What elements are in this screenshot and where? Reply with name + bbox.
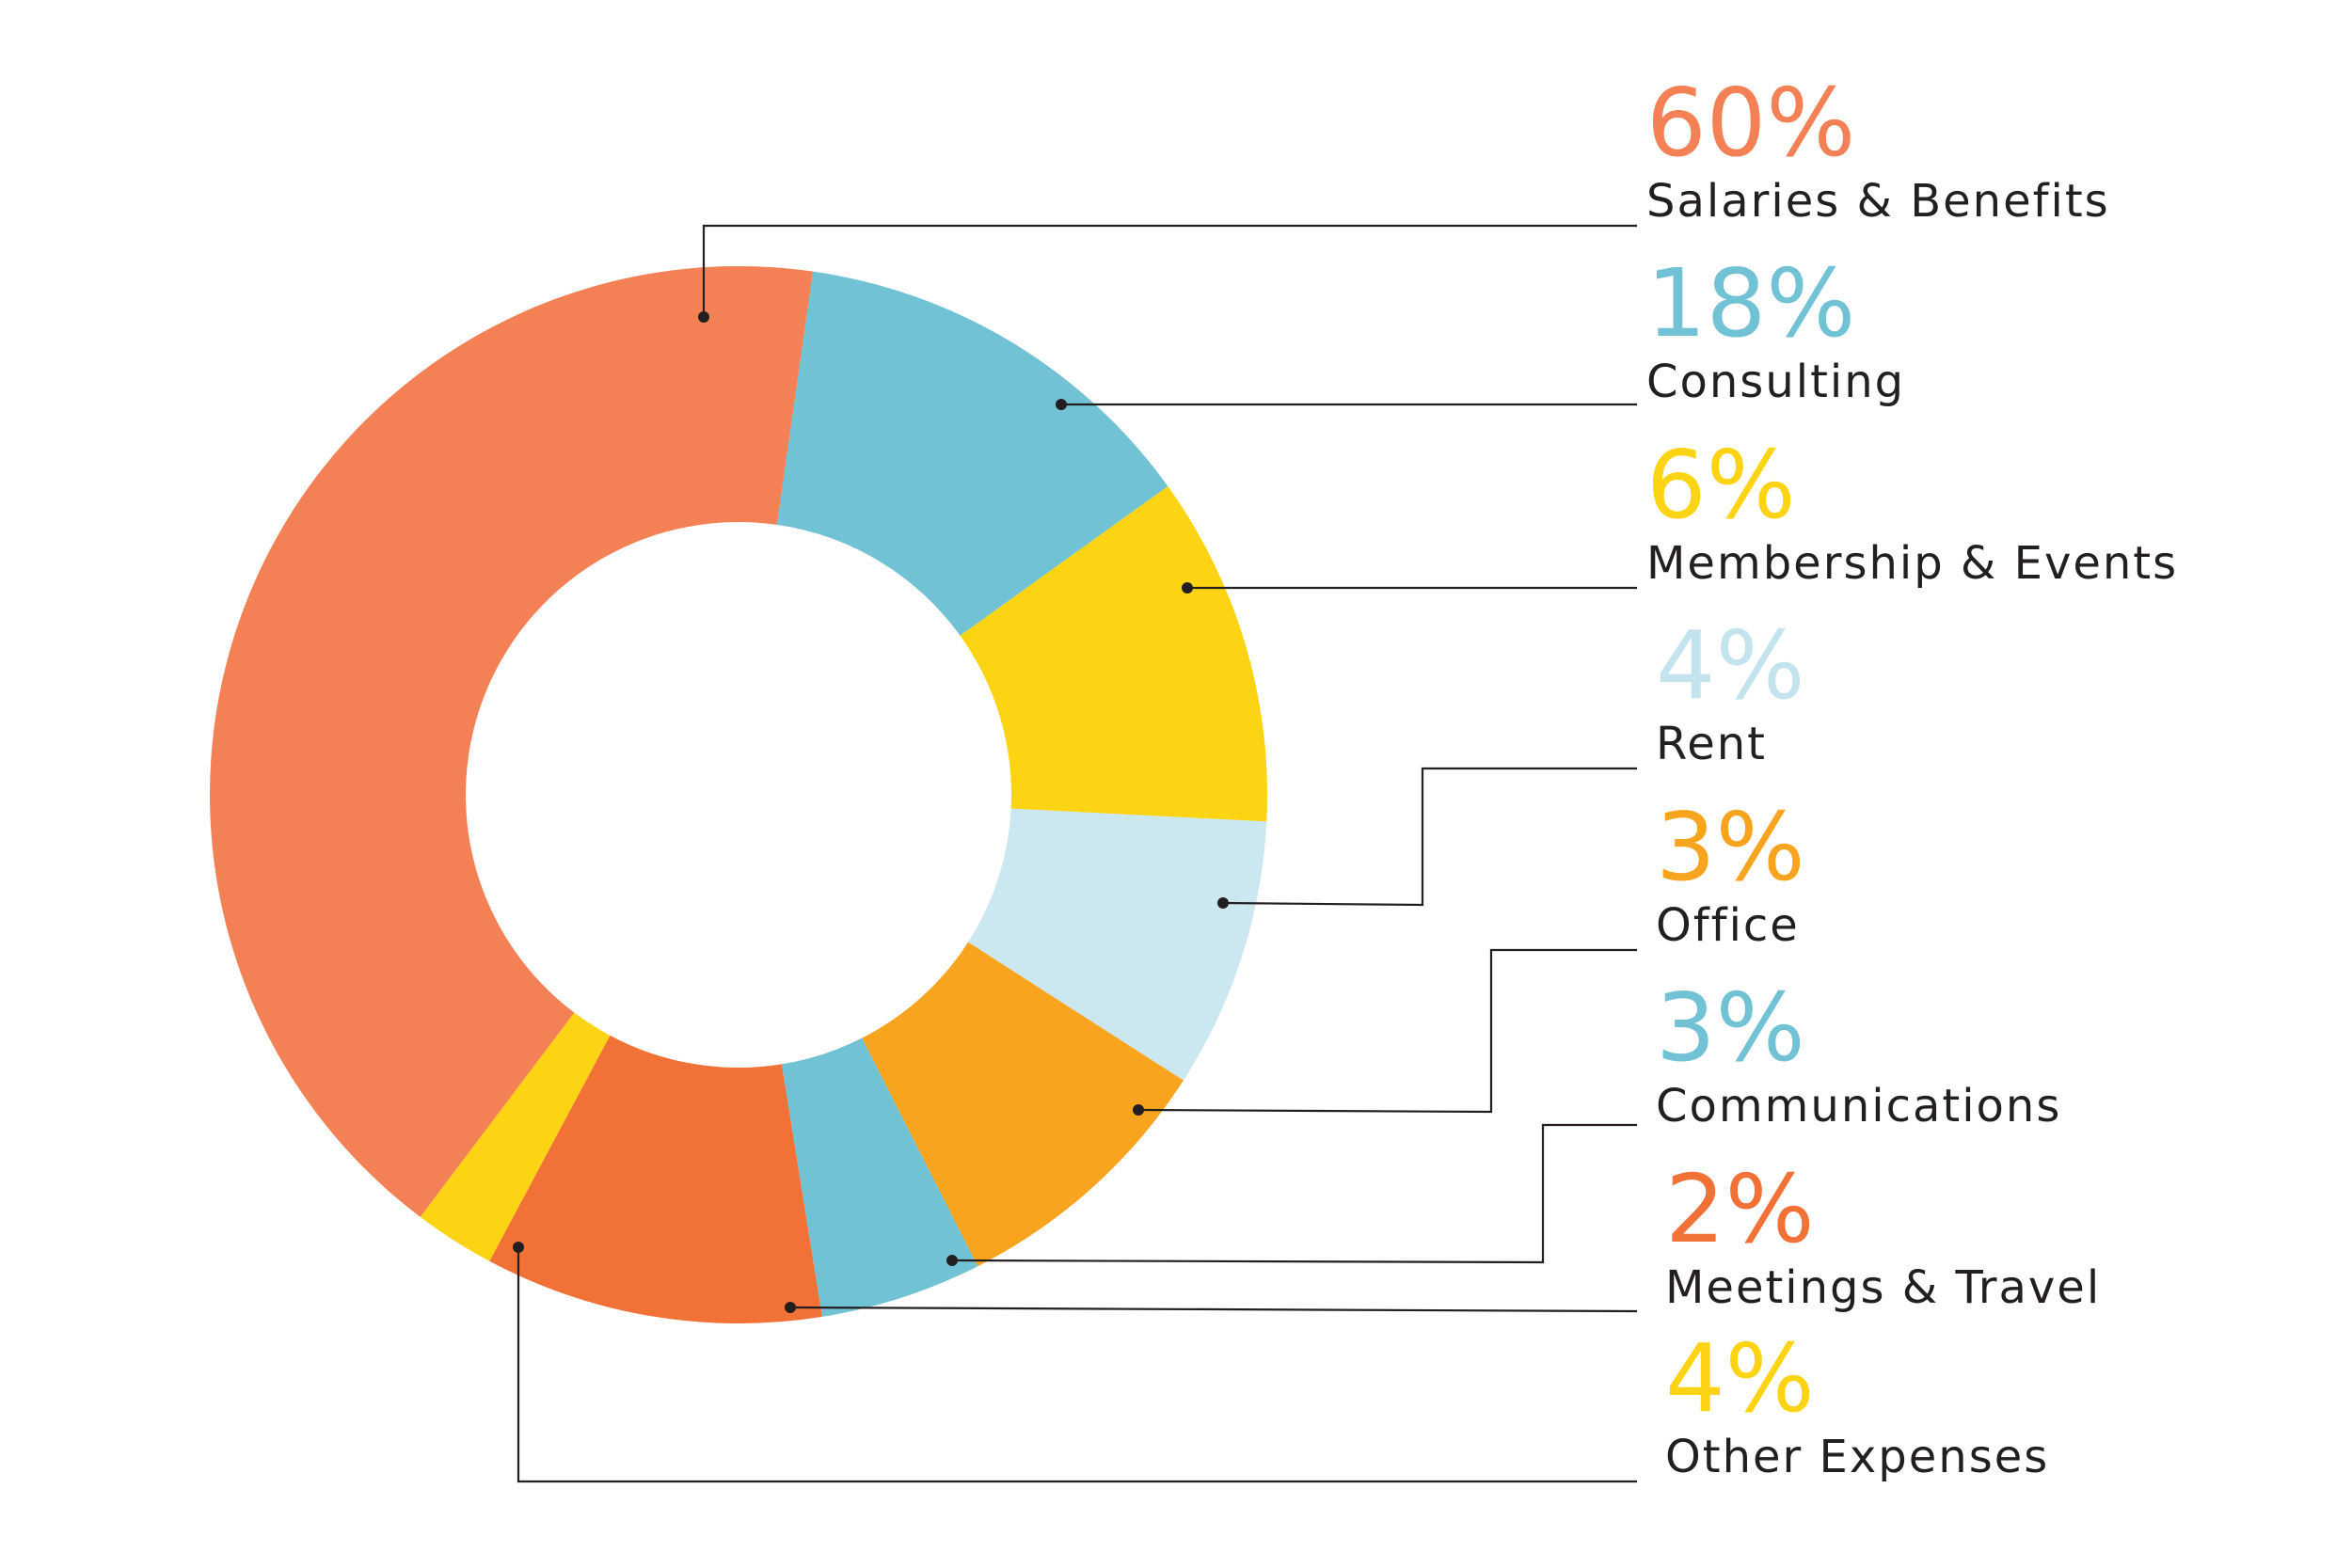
slice-membership-events — [960, 486, 1267, 822]
legend-label-membership-events: Membership & Events — [1646, 537, 2178, 590]
leader-dot-meetings-travel — [785, 1302, 796, 1313]
leader-dot-communications — [946, 1255, 958, 1266]
leader-line-salaries-benefits — [702, 224, 1637, 317]
legend-value-consulting: 18% — [1646, 248, 1855, 358]
legend-label-communications: Communications — [1656, 1080, 2061, 1132]
leader-dot-membership-events — [1182, 582, 1193, 594]
legend-label-office: Office — [1656, 899, 1800, 952]
leader-dot-office — [1133, 1104, 1144, 1116]
legend-value-salaries-benefits: 60% — [1646, 68, 1855, 178]
leader-dot-rent — [1217, 897, 1229, 909]
legend-value-communications: 3% — [1656, 973, 1805, 1083]
leader-dot-consulting — [1056, 399, 1067, 410]
legend-label-other-expenses: Other Expenses — [1665, 1431, 2049, 1483]
slice-office — [862, 942, 1184, 1267]
legend-value-other-expenses: 4% — [1665, 1323, 1815, 1433]
slice-consulting — [776, 271, 1168, 636]
legend-label-meetings-travel: Meetings & Travel — [1665, 1261, 2101, 1314]
legend-value-meetings-travel: 2% — [1665, 1154, 1815, 1264]
legend-label-rent: Rent — [1656, 718, 1767, 770]
slice-rent — [968, 808, 1267, 1081]
legend: 60%Salaries & Benefits 18%Consulting 6%Mem… — [1646, 68, 2178, 1483]
legend-value-membership-events: 6% — [1646, 430, 1796, 540]
leader-lines — [513, 224, 1638, 1483]
legend-label-consulting: Consulting — [1646, 356, 1905, 408]
slice-other-expenses — [420, 1012, 611, 1261]
leader-line-rent — [1222, 767, 1637, 907]
slice-communications — [781, 1037, 978, 1317]
legend-value-office: 3% — [1656, 792, 1805, 902]
slice-salaries-benefits — [210, 266, 814, 1217]
legend-label-salaries-benefits: Salaries & Benefits — [1646, 175, 2110, 228]
donut-slices — [210, 266, 1267, 1324]
leader-line-meetings-travel — [789, 1306, 1638, 1313]
legend-value-rent: 4% — [1656, 610, 1805, 721]
leader-line-office — [1137, 948, 1637, 1114]
leader-dot-other-expenses — [513, 1242, 524, 1253]
slice-meetings-travel — [489, 1035, 822, 1324]
leader-line-other-expenses — [516, 1247, 1637, 1483]
leader-line-communications — [951, 1123, 1637, 1264]
leader-dot-salaries-benefits — [698, 311, 709, 323]
